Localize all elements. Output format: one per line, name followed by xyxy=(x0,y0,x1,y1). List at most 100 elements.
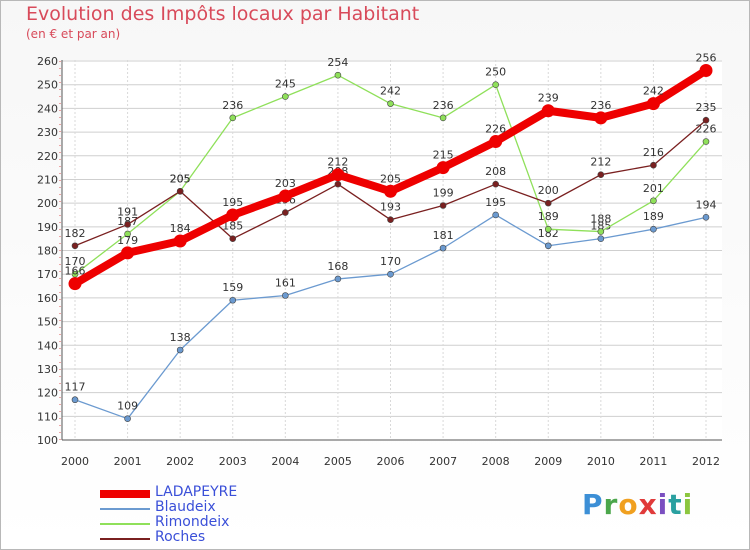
data-point-blaudeix xyxy=(71,396,79,404)
chart-title: Evolution des Impôts locaux par Habitant xyxy=(26,3,420,25)
data-label-ladapeyre: 179 xyxy=(117,234,138,247)
legend-label: Blaudeix xyxy=(155,499,216,515)
data-point-ladapeyre xyxy=(278,189,292,203)
legend-swatch xyxy=(100,538,150,540)
legend-label: Rimondeix xyxy=(155,514,230,530)
data-point-roches xyxy=(702,116,710,124)
x-tick-label: 2003 xyxy=(219,455,247,468)
data-label-ladapeyre: 226 xyxy=(485,123,506,136)
data-label-ladapeyre: 236 xyxy=(590,99,611,112)
x-tick-label: 2006 xyxy=(377,455,405,468)
data-label-rimondeix: 189 xyxy=(538,210,559,223)
data-point-ladapeyre xyxy=(436,161,450,175)
data-point-rimondeix xyxy=(597,228,605,235)
x-tick-label: 2004 xyxy=(271,455,299,468)
logo-letter: r xyxy=(603,488,619,521)
logo-letter: t xyxy=(668,488,683,521)
data-label-rimondeix: 201 xyxy=(643,182,664,195)
data-point-blaudeix xyxy=(334,275,342,283)
legend-swatch xyxy=(100,523,150,525)
legend-swatch xyxy=(100,490,150,498)
data-label-rimondeix: 254 xyxy=(327,56,348,69)
data-label-blaudeix: 161 xyxy=(275,277,296,290)
data-point-roches xyxy=(544,199,552,207)
data-point-ladapeyre xyxy=(226,208,240,222)
data-label-rimondeix: 205 xyxy=(170,172,191,185)
y-tick-label: 100 xyxy=(37,434,58,447)
data-label-roches: 182 xyxy=(65,227,86,240)
y-tick-label: 160 xyxy=(37,292,58,305)
data-point-roches xyxy=(650,161,657,169)
chart-subtitle: (en € et par an) xyxy=(26,27,121,41)
data-label-rimondeix: 245 xyxy=(275,78,296,91)
data-point-ladapeyre xyxy=(699,63,713,77)
data-label-blaudeix: 168 xyxy=(327,260,348,273)
data-point-rimondeix xyxy=(492,81,499,88)
y-tick-label: 130 xyxy=(37,363,58,376)
data-label-ladapeyre: 203 xyxy=(275,177,296,190)
data-point-rimondeix xyxy=(650,197,657,205)
data-label-ladapeyre: 215 xyxy=(433,149,454,162)
data-label-blaudeix: 185 xyxy=(590,220,611,233)
data-label-roches: 193 xyxy=(380,201,401,214)
data-point-roches xyxy=(439,202,447,209)
y-tick-label: 250 xyxy=(37,79,58,92)
data-label-ladapeyre: 239 xyxy=(538,92,559,105)
y-tick-label: 140 xyxy=(37,339,58,352)
data-label-rimondeix: 188 xyxy=(590,213,611,226)
data-point-rimondeix xyxy=(124,230,131,238)
legend-swatch xyxy=(100,508,150,510)
data-label-ladapeyre: 184 xyxy=(170,222,191,235)
data-label-roches: 212 xyxy=(590,156,611,169)
data-point-blaudeix xyxy=(492,211,499,219)
data-point-rimondeix xyxy=(334,71,342,79)
data-point-rimondeix xyxy=(282,93,289,100)
data-label-roches: 185 xyxy=(222,220,243,233)
y-tick-label: 260 xyxy=(37,55,58,68)
data-point-ladapeyre xyxy=(489,135,503,149)
data-label-roches: 216 xyxy=(643,146,664,159)
data-point-blaudeix xyxy=(439,244,447,252)
logo-letter: i xyxy=(682,488,694,521)
x-tick-label: 2007 xyxy=(429,455,457,468)
data-point-ladapeyre xyxy=(68,277,82,291)
data-label-blaudeix: 159 xyxy=(222,281,243,294)
x-tick-label: 2011 xyxy=(639,455,667,468)
data-point-blaudeix xyxy=(229,296,237,304)
data-label-roches: 208 xyxy=(485,165,506,178)
data-point-rimondeix xyxy=(229,114,237,122)
y-tick-label: 190 xyxy=(37,221,58,234)
x-tick-label: 2000 xyxy=(61,455,89,468)
data-point-blaudeix xyxy=(124,415,131,422)
data-point-roches xyxy=(282,209,289,216)
data-label-blaudeix: 109 xyxy=(117,400,138,413)
data-label-blaudeix: 117 xyxy=(65,381,86,394)
x-tick-label: 2005 xyxy=(324,455,352,468)
y-tick-label: 230 xyxy=(37,126,58,139)
data-label-blaudeix: 181 xyxy=(433,229,454,242)
data-point-ladapeyre xyxy=(646,97,660,111)
data-point-roches xyxy=(492,180,499,188)
data-label-blaudeix: 194 xyxy=(696,198,717,211)
proxiti-logo: Proxiti xyxy=(582,488,693,521)
x-tick-label: 2012 xyxy=(692,455,720,468)
data-label-ladapeyre: 212 xyxy=(327,156,348,169)
y-tick-label: 170 xyxy=(37,268,58,281)
data-point-roches xyxy=(387,216,394,224)
data-label-rimondeix: 250 xyxy=(485,66,506,79)
data-label-ladapeyre: 256 xyxy=(696,51,717,64)
logo-letter: P xyxy=(582,488,604,521)
logo-letter: o xyxy=(618,488,639,521)
data-label-blaudeix: 189 xyxy=(643,210,664,223)
data-point-blaudeix xyxy=(702,214,710,221)
data-label-rimondeix: 236 xyxy=(222,99,243,112)
data-point-rimondeix xyxy=(387,100,394,107)
data-label-ladapeyre: 242 xyxy=(643,85,664,98)
legend-label: LADAPEYRE xyxy=(155,484,238,500)
x-tick-label: 2002 xyxy=(166,455,194,468)
data-point-roches xyxy=(229,235,237,242)
data-point-blaudeix xyxy=(282,292,289,299)
data-point-rimondeix xyxy=(702,138,710,145)
data-point-roches xyxy=(124,221,131,228)
legend-label: Roches xyxy=(155,529,206,545)
